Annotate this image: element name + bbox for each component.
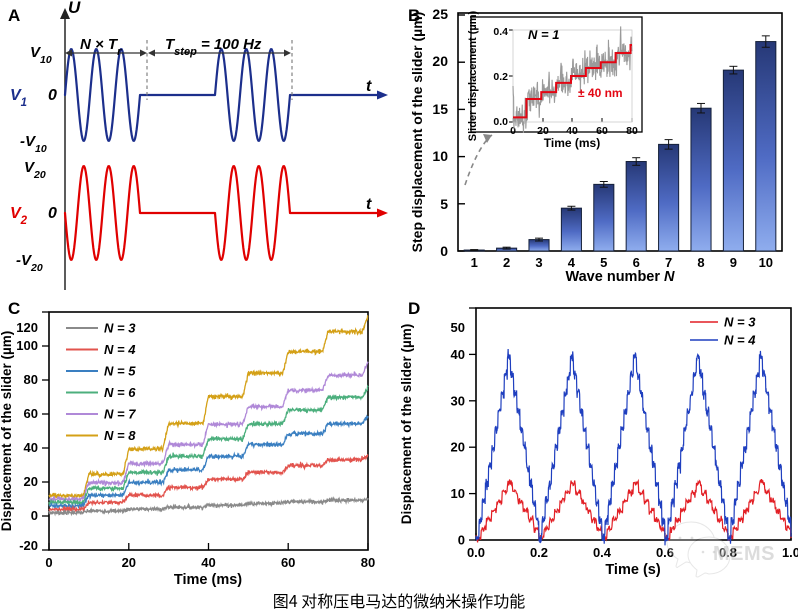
svg-text:N = 4: N = 4 [104, 342, 136, 357]
svg-text:0.2: 0.2 [493, 71, 508, 83]
svg-text:7: 7 [665, 255, 672, 270]
svg-text:50: 50 [451, 320, 465, 335]
svg-text:0: 0 [48, 87, 57, 104]
svg-text:0.4: 0.4 [593, 545, 612, 560]
svg-text:V10: V10 [30, 44, 52, 66]
svg-text:N = 1: N = 1 [528, 27, 559, 42]
svg-text:N = 7: N = 7 [104, 407, 136, 422]
svg-text:0: 0 [458, 533, 465, 548]
svg-text:Slider displacement (µm): Slider displacement (µm) [467, 10, 479, 141]
svg-text:10: 10 [451, 486, 465, 501]
svg-text:20: 20 [122, 555, 136, 570]
svg-text:80: 80 [24, 372, 38, 387]
svg-text:V2: V2 [10, 205, 28, 227]
svg-text:1.0: 1.0 [782, 545, 798, 560]
svg-text:60: 60 [24, 406, 38, 421]
svg-text:N = 3: N = 3 [724, 315, 756, 330]
svg-text:5: 5 [600, 255, 607, 270]
svg-text:120: 120 [16, 320, 38, 335]
svg-text:Time (ms): Time (ms) [544, 136, 600, 150]
svg-text:20: 20 [24, 474, 38, 489]
svg-text:0.4: 0.4 [493, 26, 508, 38]
svg-text:10: 10 [432, 148, 448, 164]
svg-text:Step displacement of the slide: Step displacement of the slider (µm) [409, 12, 425, 253]
svg-text:Displacement of the slider (µm: Displacement of the slider (µm) [400, 324, 414, 525]
svg-text:100: 100 [16, 338, 38, 353]
svg-text:0.2: 0.2 [530, 545, 548, 560]
svg-text:N = 8: N = 8 [104, 428, 136, 443]
svg-text:1: 1 [471, 255, 478, 270]
svg-text:0.0: 0.0 [493, 116, 508, 128]
svg-text:U: U [68, 0, 81, 17]
svg-text:0: 0 [31, 508, 38, 523]
svg-text:10: 10 [759, 255, 773, 270]
svg-text:N = 5: N = 5 [104, 364, 136, 379]
svg-text:Wave number N: Wave number N [565, 269, 675, 285]
svg-text:9: 9 [730, 255, 737, 270]
svg-text:N = 3: N = 3 [104, 321, 136, 336]
svg-text:± 40 nm: ± 40 nm [578, 86, 623, 100]
svg-text:N = 4: N = 4 [724, 333, 756, 348]
svg-text:0: 0 [45, 555, 52, 570]
svg-text:-V20: -V20 [16, 252, 43, 274]
svg-text:6: 6 [633, 255, 640, 270]
svg-text:-20: -20 [19, 538, 38, 553]
svg-text:3: 3 [535, 255, 542, 270]
svg-text:8: 8 [697, 255, 704, 270]
svg-text:40: 40 [451, 347, 465, 362]
svg-text:60: 60 [281, 555, 295, 570]
svg-text:80: 80 [361, 555, 375, 570]
svg-text:4: 4 [568, 255, 576, 270]
svg-text:0: 0 [48, 205, 57, 222]
svg-text:V20: V20 [24, 159, 46, 181]
svg-text:5: 5 [440, 196, 448, 212]
svg-text:Displacement of the slider (µm: Displacement of the slider (µm) [0, 331, 14, 532]
svg-text:MEMS: MEMS [713, 543, 775, 565]
svg-text:t: t [366, 196, 372, 213]
svg-text:0: 0 [510, 125, 516, 137]
svg-text:-V10: -V10 [20, 133, 47, 155]
svg-text:2: 2 [503, 255, 510, 270]
svg-text:20: 20 [451, 440, 465, 455]
svg-text:0.0: 0.0 [467, 545, 485, 560]
svg-text:30: 30 [451, 393, 465, 408]
svg-text:80: 80 [626, 125, 638, 137]
svg-text:15: 15 [432, 101, 448, 117]
svg-text:V1: V1 [10, 87, 27, 109]
svg-text:40: 40 [24, 440, 38, 455]
svg-text:0: 0 [440, 243, 448, 259]
svg-text:N × Tr: N × Tr [80, 36, 122, 58]
svg-text:N = 6: N = 6 [104, 385, 136, 400]
svg-text:20: 20 [432, 53, 448, 69]
svg-text:t: t [366, 78, 372, 95]
svg-text:25: 25 [432, 6, 448, 22]
svg-text:40: 40 [201, 555, 215, 570]
svg-text:Time (s): Time (s) [605, 562, 661, 578]
svg-text:Time (ms): Time (ms) [174, 572, 242, 588]
